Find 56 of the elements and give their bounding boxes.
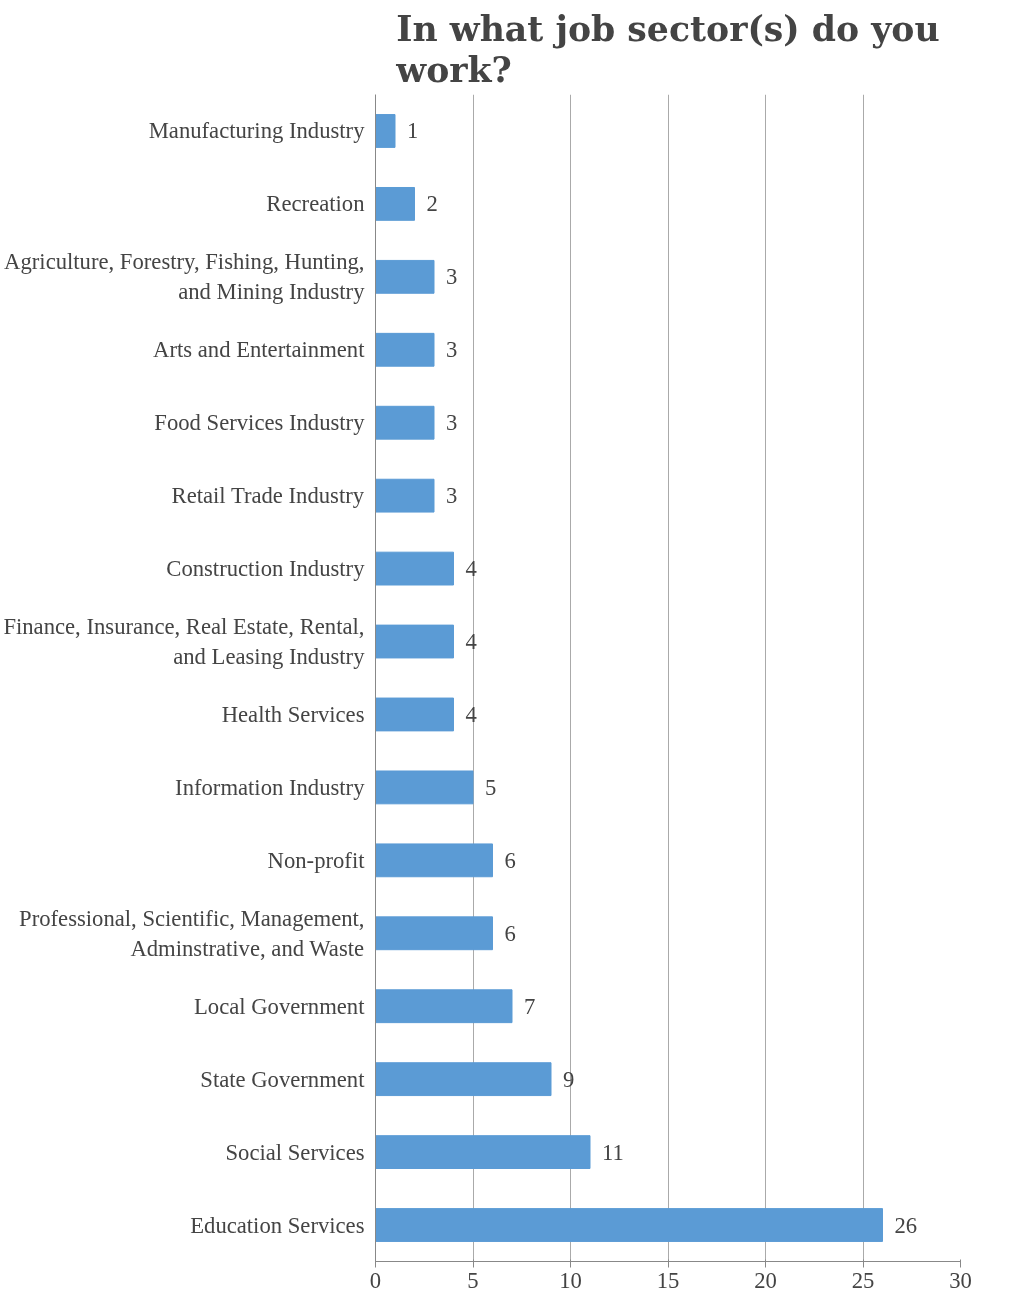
data-label: 26 [894,1212,918,1238]
x-tick-label: 25 [851,1267,875,1293]
bar [375,1062,552,1097]
y-tick-label: Non-profit [267,847,366,873]
bar [375,697,454,732]
y-tick-label: Manufacturing Industry [148,118,366,144]
bar [375,405,435,440]
y-tick-label: Local Government [194,993,366,1019]
data-label: 9 [563,1066,575,1092]
bar [375,551,454,586]
bar [375,989,513,1024]
x-tick-label: 0 [369,1267,382,1293]
bar [375,187,415,221]
bar [375,843,493,878]
data-label: 4 [465,556,477,582]
data-label: 2 [426,191,438,217]
data-label: 4 [465,629,477,655]
x-tick-label: 5 [467,1267,479,1293]
bar [375,770,474,805]
y-tick-label: Arts and Entertainment [153,337,366,363]
y-tick-label: Food Services Industry [154,410,366,436]
bar [375,916,493,951]
y-tick-label: State Government [200,1066,366,1092]
data-label: 7 [524,993,536,1019]
bar [375,478,435,513]
y-tick-label: Professional, Scientific, Management, Adminstrative, and Waste [19,905,365,961]
data-label: 4 [465,701,477,727]
y-tick-label: Health Services [221,701,365,727]
data-label: 5 [485,774,497,800]
bar [375,332,435,367]
x-tick-label: 30 [949,1267,972,1293]
bar [375,1135,591,1169]
y-tick-label: Recreation [266,191,365,217]
bar [375,624,454,659]
data-label: 3 [446,264,458,290]
data-label: 11 [602,1139,624,1165]
data-label: 6 [504,920,516,946]
y-tick-label: Agriculture, Forestry, Fishing, Hunting, and Mining Industry [4,249,366,305]
bar [375,1208,883,1242]
y-tick-label: Information Industry [175,774,366,800]
bar [375,259,435,294]
bar [375,114,396,148]
data-label: 6 [504,847,516,873]
y-tick-label: Social Services [225,1139,365,1165]
y-tick-label: Construction Industry [166,556,366,582]
chart-title: In what job sector(s) do you work? [395,7,940,90]
y-tick-label: Education Services [190,1212,365,1238]
x-tick-label: 15 [656,1267,680,1293]
data-label: 3 [446,483,458,509]
y-tick-label: Finance, Insurance, Real Estate, Rental, and Leasing Industry [3,614,366,670]
data-label: 3 [446,410,458,436]
data-label: 1 [407,118,419,144]
data-label: 3 [446,337,458,363]
y-tick-label: Retail Trade Industry [171,483,365,509]
x-tick-label: 20 [754,1267,777,1293]
x-tick-label: 10 [559,1267,582,1293]
